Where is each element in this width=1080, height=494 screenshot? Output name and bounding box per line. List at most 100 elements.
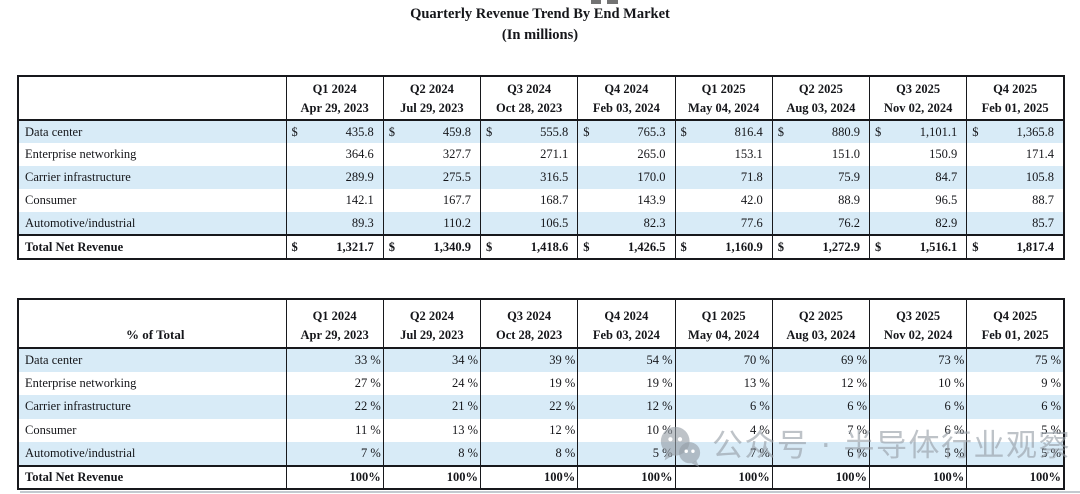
currency-symbol: $: [777, 239, 784, 254]
table-row: Carrier infrastructure 22 % 21 % 22 % 12 % 6 …: [18, 395, 1064, 419]
cell-value: 33 %: [354, 352, 381, 367]
value-cell: $459.8: [382, 120, 481, 143]
currency-symbol: $: [583, 124, 590, 139]
value-cell: 100%: [285, 464, 384, 489]
value-cell: $1,426.5: [577, 234, 675, 259]
value-cell: $1,365.8: [966, 120, 1064, 143]
value-cell: 289.9: [285, 166, 384, 189]
cell-value: 96.5: [935, 193, 958, 207]
value-cell: 153.1: [674, 143, 773, 166]
cell-value: 54 %: [646, 352, 673, 367]
value-cell: 88.7: [966, 189, 1064, 212]
page-subtitle: (In millions): [501, 27, 579, 43]
value-cell: 7 %: [771, 418, 870, 442]
value-cell: 54 %: [577, 348, 675, 372]
date-label: Feb 03, 2024: [592, 101, 660, 115]
bottom-divider: [20, 491, 1080, 493]
value-cell: 100%: [868, 464, 967, 489]
total-row: Total Net Revenue $1,321.7 $1,340.9 $1,418.…: [18, 234, 1064, 259]
cell-value: 816.4: [734, 124, 763, 139]
cell-value: 100%: [641, 469, 673, 484]
value-cell: 75.9: [771, 166, 870, 189]
table-row: Data center $435.8 $459.8 $555.8 $765.3 $816.…: [18, 120, 1064, 143]
cell-value: 70 %: [743, 352, 770, 367]
value-cell: 265.0: [577, 143, 675, 166]
column-header: Q4 2025 Feb 01, 2025: [966, 299, 1064, 349]
cell-value: 105.8: [1025, 170, 1054, 184]
value-cell: 8 %: [382, 442, 481, 466]
cell-value: 8 %: [555, 445, 576, 460]
cell-value: 6 %: [847, 399, 867, 414]
cell-value: 13 %: [451, 422, 478, 437]
table-row: Enterprise networking 364.6 327.7 271.1 265.…: [18, 143, 1064, 166]
percent-table: % of Total Q1 2024 Apr 29, 2023 Q2 2024 Jul …: [17, 298, 1065, 490]
row-label: Automotive/industrial: [25, 445, 136, 460]
corner-label: % of Total: [125, 327, 185, 342]
cell-value: 73 %: [938, 352, 965, 367]
quarter-label: Q1 2024: [312, 308, 357, 323]
cell-value: 10 %: [646, 422, 673, 437]
value-cell: $1,418.6: [479, 234, 578, 259]
cell-value: 151.0: [831, 147, 860, 161]
cell-value: 555.8: [540, 124, 569, 139]
cell-value: 13 %: [743, 375, 770, 390]
cell-value: 6 %: [944, 399, 965, 414]
column-header: Q3 2025 Nov 02, 2024: [868, 76, 967, 121]
row-label: Data center: [25, 124, 83, 139]
table-row: Consumer 11 % 13 % 12 % 10 % 4 % 7 % 6 % 5 %: [18, 418, 1064, 442]
value-cell: 6 %: [868, 418, 967, 442]
cell-value: 12 %: [549, 422, 576, 437]
cell-value: 6 %: [749, 399, 770, 414]
quarter-label: Q1 2025: [701, 308, 746, 323]
cell-value: 22 %: [549, 399, 576, 414]
value-cell: 12 %: [577, 395, 675, 419]
value-cell: 69 %: [771, 348, 870, 372]
date-label: Oct 28, 2023: [495, 327, 563, 342]
value-cell: $555.8: [479, 120, 578, 143]
cell-value: 5 %: [944, 445, 965, 460]
cell-value: 77.6: [740, 215, 763, 230]
cell-value: 27 %: [354, 375, 381, 390]
cell-value: 100%: [446, 469, 478, 484]
quarter-label: Q3 2025: [896, 82, 941, 96]
cell-value: 1,418.6: [530, 239, 569, 254]
quarter-label: Q2 2025: [798, 82, 843, 96]
value-cell: 27 %: [285, 371, 384, 395]
value-cell: 5 %: [868, 442, 967, 466]
currency-symbol: $: [583, 239, 590, 254]
value-cell: 7 %: [285, 442, 384, 466]
value-cell: 21 %: [382, 395, 481, 419]
table-row: Enterprise networking 27 % 24 % 19 % 19 % 13 …: [18, 371, 1064, 395]
value-cell: $435.8: [285, 120, 384, 143]
value-cell: $880.9: [771, 120, 870, 143]
value-cell: 12 %: [479, 418, 578, 442]
value-cell: 13 %: [382, 418, 481, 442]
quarter-label: Q4 2024: [604, 308, 649, 323]
column-header: Q3 2025 Nov 02, 2024: [868, 299, 967, 349]
value-cell: 8 %: [479, 442, 578, 466]
date-label: Oct 28, 2023: [495, 101, 563, 115]
cell-value: 1,817.4: [1016, 239, 1055, 254]
column-header: Q1 2024 Apr 29, 2023: [285, 299, 384, 349]
cell-value: 1,365.8: [1016, 124, 1055, 139]
column-header: Q4 2025 Feb 01, 2025: [966, 76, 1064, 121]
cell-value: 5 %: [1041, 445, 1061, 460]
currency-symbol: $: [972, 124, 979, 139]
quarter-label: Q4 2024: [604, 82, 649, 96]
value-cell: 271.1: [479, 143, 578, 166]
cell-value: 765.3: [637, 124, 666, 139]
column-header: Q2 2025 Aug 03, 2024: [771, 76, 870, 121]
quarter-label: Q3 2025: [896, 308, 941, 323]
cell-value: 1,340.9: [433, 239, 472, 254]
value-cell: 106.5: [479, 212, 578, 235]
cell-value: 171.4: [1025, 147, 1054, 161]
value-cell: 6 %: [674, 395, 773, 419]
value-cell: 19 %: [479, 371, 578, 395]
cell-value: 142.1: [345, 193, 374, 207]
column-header: Q3 2024 Oct 28, 2023: [479, 299, 578, 349]
cell-value: 12 %: [840, 375, 867, 390]
value-cell: 13 %: [674, 371, 773, 395]
column-header: Q2 2024 Jul 29, 2023: [382, 76, 481, 121]
cell-value: 100%: [1029, 469, 1061, 484]
date-label: Nov 02, 2024: [883, 101, 953, 115]
